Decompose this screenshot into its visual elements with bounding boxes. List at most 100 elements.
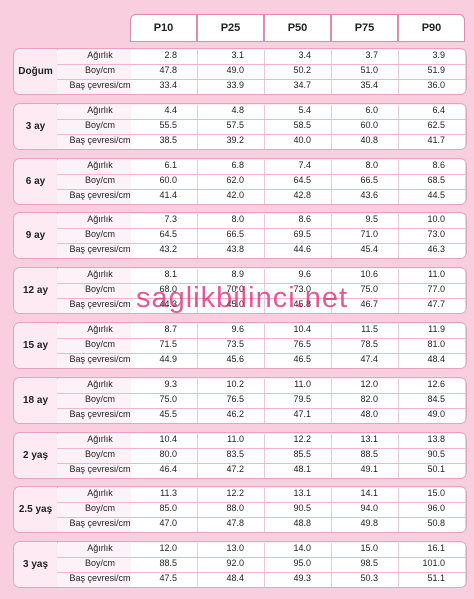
age-group-label: Doğum <box>14 49 58 94</box>
percentile-value: 10.6 <box>332 269 399 283</box>
percentile-value: 3.7 <box>332 50 399 64</box>
percentile-value: 9.3 <box>131 379 198 393</box>
percentile-value: 13.1 <box>265 488 332 502</box>
table-row: Baş çevresi/cm 46.4 47.2 48.1 49.1 50.1 <box>57 464 466 478</box>
table-row: Boy/cm 55.5 57.5 58.5 60.0 62.5 <box>57 120 466 135</box>
percentile-value: 48.1 <box>265 464 332 478</box>
percentile-value: 95.0 <box>265 558 332 572</box>
table-row: Baş çevresi/cm 44.9 45.6 46.5 47.4 48.4 <box>57 354 466 368</box>
percentile-value: 44.6 <box>265 244 332 258</box>
percentile-value: 68.0 <box>131 284 198 298</box>
percentile-value: 11.0 <box>265 379 332 393</box>
percentile-value: 78.5 <box>332 339 399 353</box>
percentile-value: 46.3 <box>399 244 466 258</box>
percentile-value: 47.8 <box>131 65 198 79</box>
percentile-value: 81.0 <box>399 339 466 353</box>
age-group-label: 12 ay <box>14 268 58 313</box>
percentile-value: 49.8 <box>332 518 399 532</box>
percentile-value: 43.6 <box>332 190 399 204</box>
percentile-value: 69.5 <box>265 229 332 243</box>
table-row: Baş çevresi/cm 45.5 46.2 47.1 48.0 49.0 <box>57 409 466 423</box>
percentile-value: 11.3 <box>131 488 198 502</box>
percentile-value: 6.1 <box>131 160 198 174</box>
table-row: Boy/cm 88.5 92.0 95.0 98.5 101.0 <box>57 558 466 573</box>
percentile-value: 47.0 <box>131 518 198 532</box>
percentile-value: 90.5 <box>399 449 466 463</box>
age-group-label: 15 ay <box>14 323 58 368</box>
percentile-value: 60.0 <box>332 120 399 134</box>
percentile-value: 8.0 <box>198 214 265 228</box>
percentile-value: 77.0 <box>399 284 466 298</box>
percentile-value: 8.6 <box>399 160 466 174</box>
percentile-value: 47.1 <box>265 409 332 423</box>
percentile-value: 14.1 <box>332 488 399 502</box>
percentile-value: 42.0 <box>198 190 265 204</box>
percentile-value: 49.1 <box>332 464 399 478</box>
table-row: Ağırlık 4.4 4.8 5.4 6.0 6.4 <box>57 105 466 120</box>
percentile-value: 41.7 <box>399 135 466 149</box>
percentile-value: 84.5 <box>399 394 466 408</box>
column-header-p25: P25 <box>197 14 264 42</box>
percentile-value: 62.5 <box>399 120 466 134</box>
table-row: Baş çevresi/cm 47.5 48.4 49.3 50.3 51.1 <box>57 573 466 587</box>
table-row: Baş çevresi/cm 33.4 33.9 34.7 35.4 36.0 <box>57 80 466 94</box>
percentile-value: 6.8 <box>198 160 265 174</box>
percentile-value: 4.8 <box>198 105 265 119</box>
percentile-value: 10.4 <box>131 434 198 448</box>
percentile-value: 15.0 <box>399 488 466 502</box>
percentile-value: 35.4 <box>332 80 399 94</box>
table-row: Boy/cm 68.0 70.0 73.0 75.0 77.0 <box>57 284 466 299</box>
percentile-value: 88.5 <box>131 558 198 572</box>
percentile-value: 82.0 <box>332 394 399 408</box>
percentile-value: 66.5 <box>332 175 399 189</box>
percentile-value: 90.5 <box>265 503 332 517</box>
percentile-value: 45.4 <box>332 244 399 258</box>
percentile-value: 33.9 <box>198 80 265 94</box>
table-row: Boy/cm 80.0 83.5 85.5 88.5 90.5 <box>57 449 466 464</box>
percentile-value: 44.5 <box>399 190 466 204</box>
percentile-value: 51.1 <box>399 573 466 587</box>
percentile-value: 58.5 <box>265 120 332 134</box>
percentile-value: 4.4 <box>131 105 198 119</box>
percentile-value: 13.0 <box>198 543 265 557</box>
percentile-value: 5.4 <box>265 105 332 119</box>
table-row: Ağırlık 12.0 13.0 14.0 15.0 16.1 <box>57 543 466 558</box>
percentile-value: 64.5 <box>131 229 198 243</box>
percentile-value: 101.0 <box>399 558 466 572</box>
table-row: Ağırlık 6.1 6.8 7.4 8.0 8.6 <box>57 160 466 175</box>
age-group-label: 9 ay <box>14 213 58 258</box>
percentile-value: 46.4 <box>131 464 198 478</box>
table-row: Baş çevresi/cm 38.5 39.2 40.0 40.8 41.7 <box>57 135 466 149</box>
percentile-value: 15.0 <box>332 543 399 557</box>
percentile-value: 83.5 <box>198 449 265 463</box>
percentile-value: 3.1 <box>198 50 265 64</box>
age-group: 3 ay Ağırlık 4.4 4.8 5.4 6.0 6.4 Boy/cm 55.5 57.5… <box>13 103 467 150</box>
percentile-value: 48.4 <box>198 573 265 587</box>
percentile-value: 76.5 <box>198 394 265 408</box>
percentile-value: 46.2 <box>198 409 265 423</box>
percentile-value: 51.0 <box>332 65 399 79</box>
percentile-value: 45.6 <box>198 354 265 368</box>
percentile-value: 9.5 <box>332 214 399 228</box>
percentile-value: 9.6 <box>265 269 332 283</box>
percentile-value: 48.0 <box>332 409 399 423</box>
percentile-value: 49.3 <box>265 573 332 587</box>
percentile-value: 50.3 <box>332 573 399 587</box>
table-row: Ağırlık 10.4 11.0 12.2 13.1 13.8 <box>57 434 466 449</box>
percentile-value: 12.2 <box>198 488 265 502</box>
percentile-value: 6.4 <box>399 105 466 119</box>
percentile-value: 6.0 <box>332 105 399 119</box>
table-row: Baş çevresi/cm 44.3 45.0 45.8 46.7 47.7 <box>57 299 466 313</box>
percentile-value: 50.1 <box>399 464 466 478</box>
percentile-value: 12.0 <box>131 543 198 557</box>
percentile-value: 46.5 <box>265 354 332 368</box>
percentile-value: 71.5 <box>131 339 198 353</box>
percentile-value: 73.5 <box>198 339 265 353</box>
percentile-value: 64.5 <box>265 175 332 189</box>
percentile-value: 45.0 <box>198 299 265 313</box>
percentile-value: 51.9 <box>399 65 466 79</box>
percentile-value: 3.4 <box>265 50 332 64</box>
percentile-value: 60.0 <box>131 175 198 189</box>
percentile-value: 70.0 <box>198 284 265 298</box>
percentile-value: 11.5 <box>332 324 399 338</box>
